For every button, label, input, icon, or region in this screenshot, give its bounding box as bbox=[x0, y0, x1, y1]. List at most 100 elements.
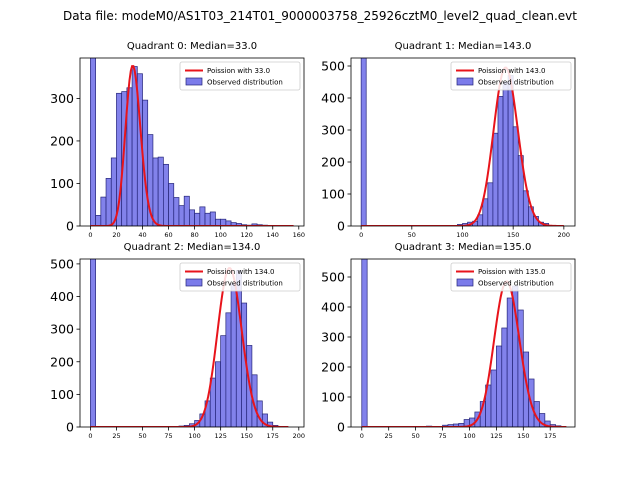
legend: Poission with 135.0 Observed distribution bbox=[450, 262, 572, 292]
x-tick-label: 0 bbox=[88, 231, 92, 239]
y-tick-label: 200 bbox=[321, 360, 345, 375]
legend-bars-swatch bbox=[456, 278, 474, 287]
x-tick-label: 100 bbox=[456, 231, 468, 239]
x-tick-label: 60 bbox=[164, 231, 172, 239]
histogram-bar bbox=[105, 178, 112, 226]
panel-title: Quadrant 0: Median=33.0 bbox=[127, 41, 257, 52]
poisson-curve bbox=[361, 66, 564, 226]
x-tick-label: 175 bbox=[267, 432, 279, 440]
histogram-bar bbox=[209, 211, 216, 226]
histogram-bar bbox=[492, 132, 499, 226]
x-tick-label: 140 bbox=[267, 231, 279, 239]
plot-area bbox=[90, 259, 289, 427]
x-tick-label: 0 bbox=[88, 432, 92, 440]
x-tick-label: 175 bbox=[544, 432, 556, 440]
legend-curve-label: Poission with 33.0 bbox=[207, 67, 270, 75]
legend-bars-swatch bbox=[185, 278, 203, 287]
histogram-bar bbox=[220, 335, 227, 427]
histogram-bar bbox=[507, 75, 514, 226]
y-tick-label: 300 bbox=[321, 330, 345, 345]
x-tick-label: 100 bbox=[463, 432, 475, 440]
panels: Quadrant 0: Median=33.0 0 100 200 300 0 20 40 60… bbox=[50, 41, 576, 440]
y-tick-label: 300 bbox=[50, 91, 74, 106]
panel-title: Quadrant 2: Median=134.0 bbox=[124, 242, 261, 253]
histogram-bar bbox=[157, 156, 164, 226]
legend-box bbox=[179, 262, 301, 292]
histogram-bar bbox=[497, 96, 504, 226]
legend: Poission with 33.0 Observed distribution bbox=[179, 61, 301, 91]
x-tick-label: 25 bbox=[112, 432, 120, 440]
legend-bars-swatch bbox=[185, 77, 203, 86]
legend-curve-label: Poission with 143.0 bbox=[478, 67, 546, 75]
axes-frame bbox=[350, 258, 576, 428]
histogram-bar bbox=[506, 297, 513, 427]
histogram-bar bbox=[162, 163, 169, 226]
y-tick-label: 100 bbox=[50, 387, 74, 402]
y-tick-label: 300 bbox=[321, 123, 345, 138]
y-tick-label: 400 bbox=[321, 300, 345, 315]
histogram-bar bbox=[230, 283, 237, 427]
x-tick-label: 20 bbox=[112, 231, 120, 239]
x-tick-label: 150 bbox=[507, 231, 519, 239]
y-tick-label: 100 bbox=[50, 176, 74, 191]
figure-suptitle: Data file: modeM0/AS1T03_214T01_90000037… bbox=[63, 9, 577, 23]
y-tick-label: 0 bbox=[66, 219, 74, 234]
histogram-bar bbox=[225, 312, 232, 427]
histogram-bar bbox=[189, 209, 195, 226]
histogram-bar bbox=[215, 218, 222, 226]
x-tick-label: 0 bbox=[359, 231, 363, 239]
x-tick-label: 120 bbox=[240, 231, 252, 239]
x-tick-label: 75 bbox=[438, 432, 446, 440]
histogram-bar bbox=[487, 182, 494, 226]
x-tick-label: 125 bbox=[214, 432, 226, 440]
histogram-bar bbox=[194, 212, 201, 226]
legend-bars-label: Observed distribution bbox=[207, 79, 283, 87]
legend-box bbox=[450, 262, 572, 292]
histogram-bar bbox=[173, 197, 180, 226]
quadrant-panel-0: Quadrant 0: Median=33.0 0 100 200 300 0 20 40 60… bbox=[50, 41, 305, 239]
x-tick-label: 150 bbox=[517, 432, 529, 440]
x-tick-label: 200 bbox=[558, 231, 570, 239]
histogram-bar bbox=[496, 345, 503, 427]
plot-area bbox=[361, 259, 567, 427]
legend-bars-label: Observed distribution bbox=[478, 79, 554, 87]
histogram-bar bbox=[215, 361, 222, 427]
panel-title: Quadrant 1: Median=143.0 bbox=[395, 41, 532, 52]
x-tick-label: 40 bbox=[138, 231, 146, 239]
axes-frame bbox=[350, 57, 576, 227]
poisson-curve bbox=[90, 65, 294, 226]
x-tick-label: 50 bbox=[408, 231, 416, 239]
legend-curve-label: Poission with 135.0 bbox=[478, 268, 546, 276]
histogram-bar bbox=[360, 58, 367, 226]
y-tick-label: 300 bbox=[50, 322, 74, 337]
panel-title: Quadrant 3: Median=135.0 bbox=[395, 242, 532, 253]
legend-box bbox=[179, 61, 301, 91]
y-tick-label: 100 bbox=[321, 187, 345, 202]
x-tick-label: 125 bbox=[490, 432, 502, 440]
histogram-bar bbox=[204, 212, 211, 226]
histogram-bar bbox=[152, 157, 159, 226]
legend-bars-swatch bbox=[456, 77, 474, 86]
quadrant-panel-3: Quadrant 3: Median=135.00100200300400500… bbox=[321, 242, 576, 440]
x-tick-label: 100 bbox=[188, 432, 200, 440]
x-tick-label: 160 bbox=[293, 231, 305, 239]
legend-box bbox=[450, 61, 572, 91]
histogram-bar bbox=[361, 259, 368, 427]
y-tick-label: 500 bbox=[321, 270, 345, 285]
axes-frame bbox=[79, 57, 305, 227]
histogram-bar bbox=[482, 198, 489, 226]
y-tick-label: 500 bbox=[50, 256, 74, 271]
histogram-bar bbox=[90, 259, 96, 427]
legend-bars-label: Observed distribution bbox=[207, 280, 283, 288]
x-tick-label: 50 bbox=[411, 432, 419, 440]
histogram-bar bbox=[512, 126, 519, 226]
histogram-bar bbox=[501, 327, 508, 427]
y-tick-label: 0 bbox=[337, 219, 345, 234]
histogram-bar bbox=[199, 206, 206, 226]
histogram-bar bbox=[220, 218, 227, 226]
x-tick-label: 100 bbox=[214, 231, 226, 239]
y-tick-label: 200 bbox=[321, 155, 345, 170]
histogram-bar bbox=[502, 81, 509, 226]
legend: Poission with 134.0 Observed distribution bbox=[179, 262, 301, 292]
